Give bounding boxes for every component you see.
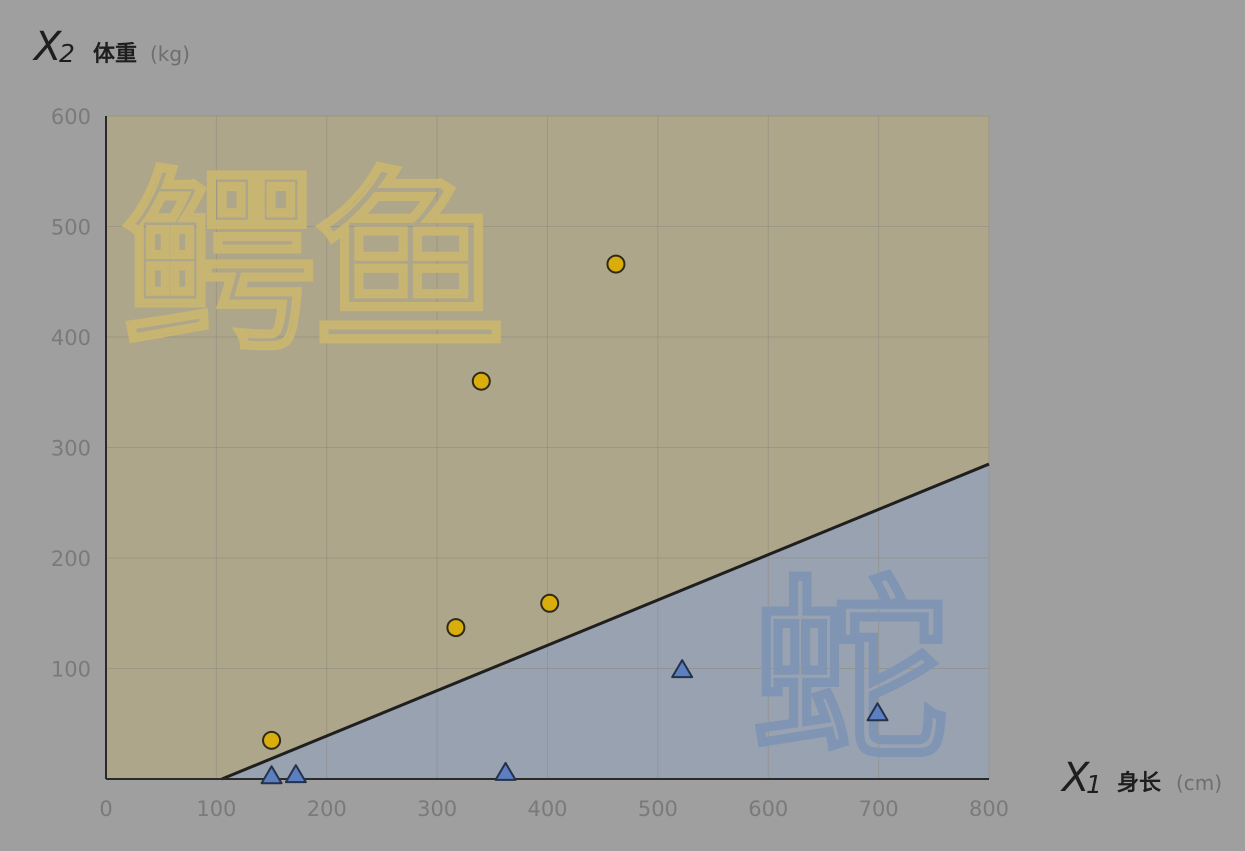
snake-point-3 xyxy=(671,659,694,679)
region-labels-layer: 鳄鱼 蛇 xyxy=(121,150,950,789)
y-axis-unit: (kg) xyxy=(150,42,190,66)
crocodile-point-0 xyxy=(262,730,282,750)
snake-point-1 xyxy=(284,764,307,784)
x-axis-label: 身长 xyxy=(1117,770,1162,796)
region-label-crocodile: 鳄鱼 xyxy=(122,151,502,379)
crocodile-point-2 xyxy=(471,371,491,391)
y-tick-label-2: 300 xyxy=(51,437,91,461)
x-tick-label-1: 100 xyxy=(196,797,236,821)
y-tick-label-5: 600 xyxy=(51,105,91,129)
y-axis-subscript: 2 xyxy=(59,39,75,68)
crocodile-point-1 xyxy=(446,618,466,638)
y-tick-label-0: 100 xyxy=(51,658,91,682)
snake-point-2 xyxy=(494,761,517,781)
y-tick-label-3: 400 xyxy=(51,326,91,350)
crocodile-point-4 xyxy=(606,254,626,274)
x-tick-label-0: 0 xyxy=(99,797,112,821)
y-axis-symbol: X xyxy=(32,24,63,70)
y-tick-label-4: 500 xyxy=(51,216,91,240)
x-axis-title: X 1 身长 (cm) xyxy=(1060,755,1222,801)
snake-point-0 xyxy=(260,765,283,785)
x-axis-subscript: 1 xyxy=(1086,770,1102,799)
x-axis-unit: (cm) xyxy=(1176,771,1222,795)
x-axis-symbol: X xyxy=(1060,755,1091,801)
region-label-snake: 蛇 xyxy=(752,559,948,787)
crocodile-point-3 xyxy=(540,593,560,613)
y-axis-label: 体重 xyxy=(93,42,137,67)
points-layer xyxy=(260,254,889,785)
x-tick-label-6: 600 xyxy=(748,797,788,821)
x-tick-label-7: 700 xyxy=(859,797,899,821)
decision-boundary-line xyxy=(221,462,990,781)
boundary-layer xyxy=(221,462,990,781)
x-tick-label-8: 800 xyxy=(969,797,1009,821)
axes-layer xyxy=(105,116,989,780)
x-tick-label-3: 300 xyxy=(417,797,457,821)
tick-labels-layer: 0 100 200 300 400 500 600 700 800 100 200 300 400 500… xyxy=(51,105,1009,821)
snake-point-4 xyxy=(866,702,889,722)
y-axis-title: X 2 体重 (kg) xyxy=(32,24,190,70)
y-tick-label-1: 200 xyxy=(51,547,91,571)
grid-layer xyxy=(105,115,990,779)
x-tick-label-2: 200 xyxy=(307,797,347,821)
x-tick-label-4: 400 xyxy=(527,797,567,821)
x-tick-label-5: 500 xyxy=(638,797,678,821)
